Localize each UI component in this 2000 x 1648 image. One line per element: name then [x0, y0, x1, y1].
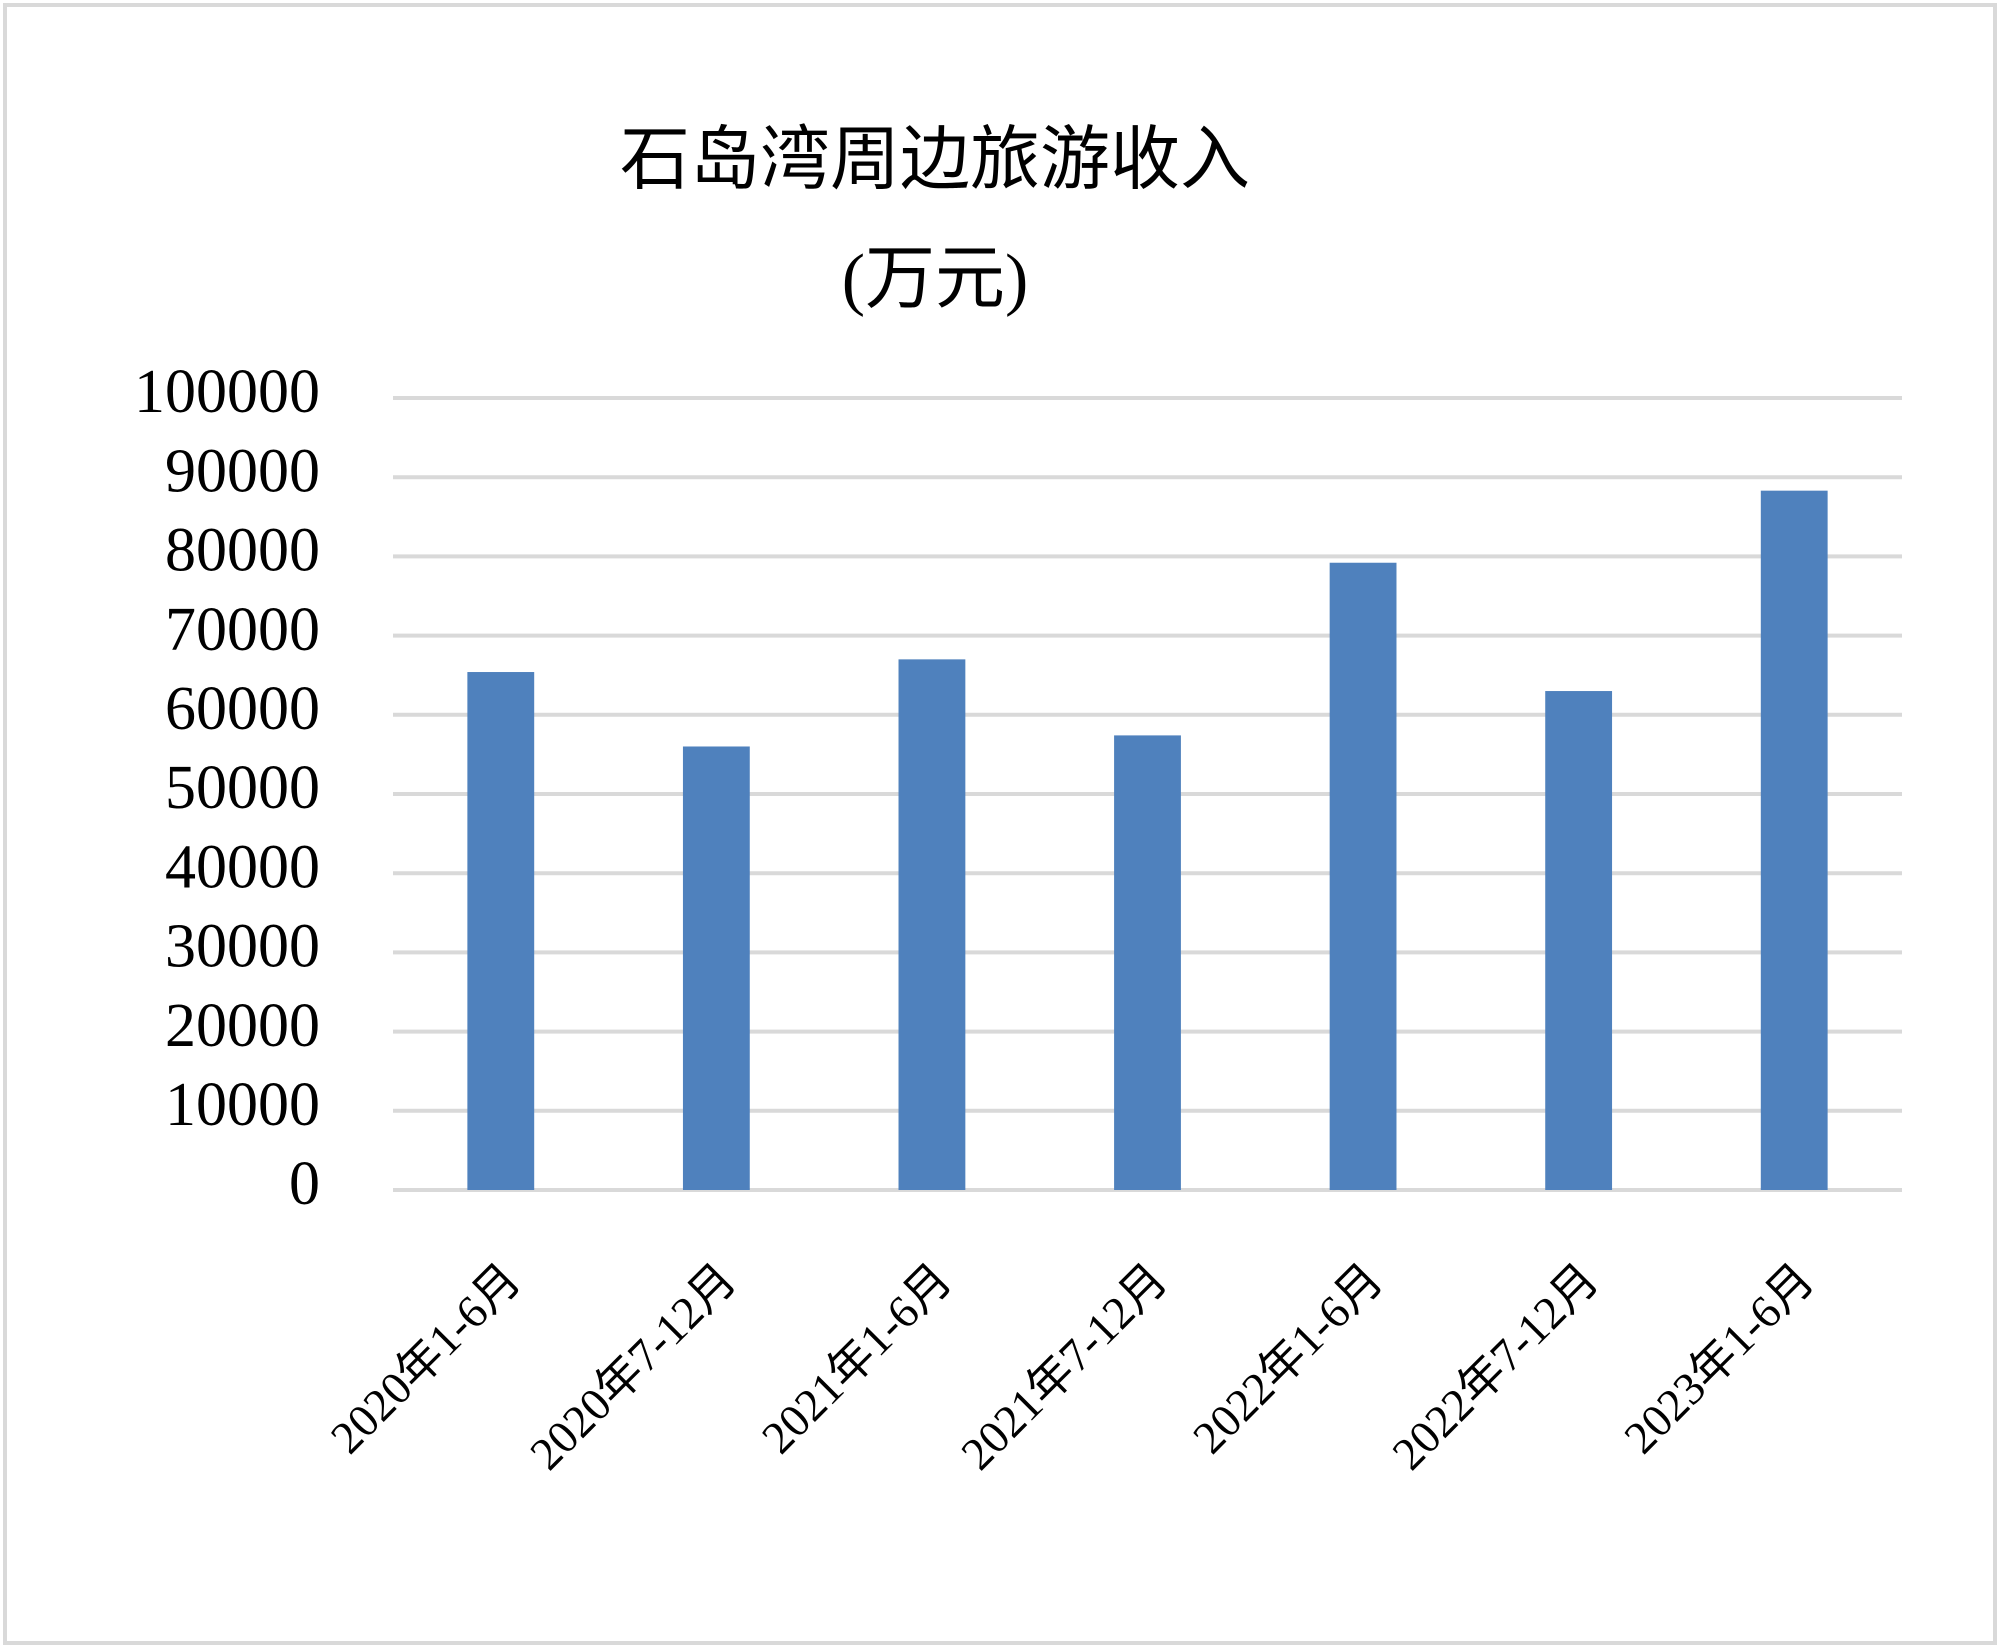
y-tick-label: 70000	[165, 596, 320, 664]
y-tick-label: 10000	[165, 1071, 320, 1139]
bar	[1114, 735, 1181, 1190]
y-tick-label: 80000	[165, 517, 320, 585]
chart-subtitle: (万元)	[842, 241, 1029, 318]
y-tick-label: 40000	[165, 833, 320, 901]
chart-border	[3, 3, 1997, 1645]
bar	[1760, 490, 1828, 1190]
bar	[1545, 691, 1613, 1190]
y-tick-label: 0	[289, 1150, 320, 1218]
y-tick-label: 90000	[165, 437, 320, 505]
bar	[467, 672, 535, 1190]
bar	[898, 659, 966, 1190]
y-tick-label: 60000	[165, 675, 320, 743]
y-tick-label: 50000	[165, 754, 320, 822]
bar	[682, 746, 750, 1190]
y-tick-label: 20000	[165, 992, 320, 1060]
y-tick-label: 30000	[165, 913, 320, 981]
bar	[1329, 562, 1397, 1190]
chart-title: 石岛湾周边旅游收入	[620, 122, 1250, 199]
y-tick-label: 100000	[134, 358, 320, 426]
